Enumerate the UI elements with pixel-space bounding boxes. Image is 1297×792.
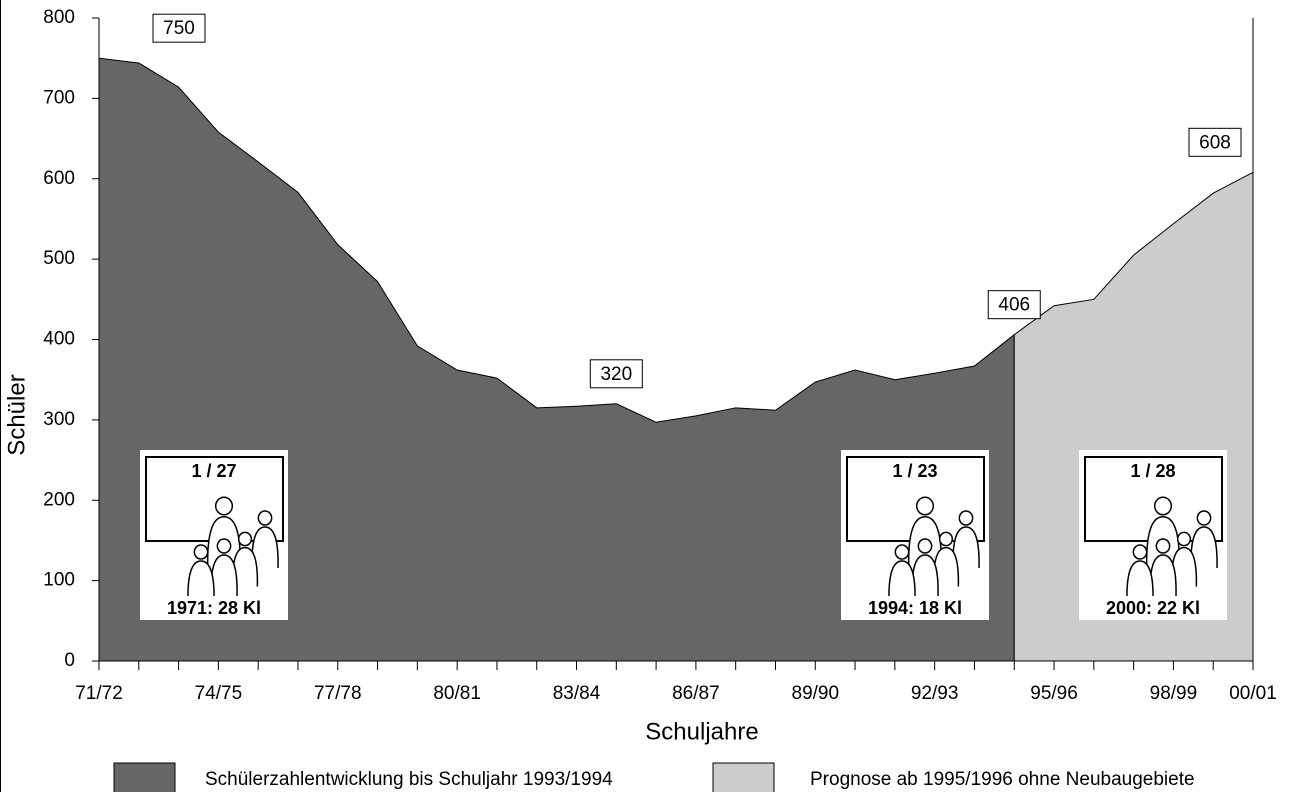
person-body: [911, 554, 939, 597]
person-head: [1155, 538, 1171, 554]
inset-caption: 1994: 18 Kl: [868, 598, 962, 618]
value-label: 320: [600, 364, 632, 385]
x-tick-label: 92/93: [911, 683, 959, 704]
legend-swatch: [113, 762, 176, 792]
x-tick-label: 00/01: [1229, 683, 1277, 704]
person-head: [214, 496, 234, 516]
person-body: [187, 560, 215, 603]
value-label: 608: [1199, 132, 1231, 153]
y-tick-label: 200: [43, 489, 75, 510]
y-tick-label: 800: [43, 7, 75, 28]
person-head: [1196, 510, 1212, 526]
x-tick-label: 86/87: [672, 683, 720, 704]
person-head: [917, 538, 933, 554]
caption-bg: [1093, 596, 1213, 620]
person-body: [251, 526, 279, 569]
inset-ratio: 1 / 27: [191, 461, 236, 481]
person-head: [237, 531, 253, 547]
x-axis-title: Schuljahre: [645, 718, 758, 745]
x-tick-label: 74/75: [195, 683, 243, 704]
value-label: 406: [998, 295, 1030, 316]
value-label: 750: [163, 18, 195, 39]
value-label-box: [589, 359, 643, 389]
inset-ratio: 1 / 23: [892, 461, 937, 481]
person-head: [938, 531, 954, 547]
value-label-box: [152, 13, 206, 43]
inset-caption: 2000: 22 Kl: [1106, 598, 1200, 618]
person-head: [894, 544, 910, 560]
inset-ratio: 1 / 28: [1130, 461, 1175, 481]
y-tick-label: 600: [43, 168, 75, 189]
y-tick-label: 0: [64, 650, 75, 671]
person-body: [1149, 554, 1177, 597]
x-tick-label: 71/72: [75, 683, 123, 704]
y-tick-label: 700: [43, 87, 75, 108]
x-tick-label: 83/84: [553, 683, 601, 704]
person-head: [958, 510, 974, 526]
x-tick-label: 89/90: [792, 683, 840, 704]
person-head: [1176, 531, 1192, 547]
x-tick-label: 80/81: [433, 683, 481, 704]
area: [98, 57, 1015, 662]
caption-bg: [855, 596, 975, 620]
y-axis-title: Schüler: [3, 374, 30, 455]
person-head: [216, 538, 232, 554]
y-tick-label: 500: [43, 248, 75, 269]
x-tick-label: 95/96: [1030, 683, 1078, 704]
person-body: [888, 560, 916, 603]
value-label-box: [987, 290, 1041, 320]
person-head: [915, 496, 935, 516]
value-label-box: [1188, 127, 1242, 157]
legend-label: Prognose ab 1995/1996 ohne Neubaugebiete: [810, 769, 1195, 790]
x-tick-label: 77/78: [314, 683, 362, 704]
x-tick-label: 98/99: [1150, 683, 1198, 704]
inset-caption: 1971: 28 Kl: [167, 598, 261, 618]
person-body: [952, 526, 980, 569]
person-head: [1132, 544, 1148, 560]
person-head: [193, 544, 209, 560]
y-tick-label: 400: [43, 329, 75, 350]
person-head: [257, 510, 273, 526]
legend-swatch: [712, 762, 775, 792]
y-tick-label: 300: [43, 409, 75, 430]
person-body: [1126, 560, 1154, 603]
caption-bg: [154, 596, 274, 620]
y-tick-label: 100: [43, 570, 75, 591]
person-body: [210, 554, 238, 597]
legend-label: Schülerzahlentwicklung bis Schuljahr 199…: [205, 769, 613, 790]
person-head: [1153, 496, 1173, 516]
person-body: [1190, 526, 1218, 569]
